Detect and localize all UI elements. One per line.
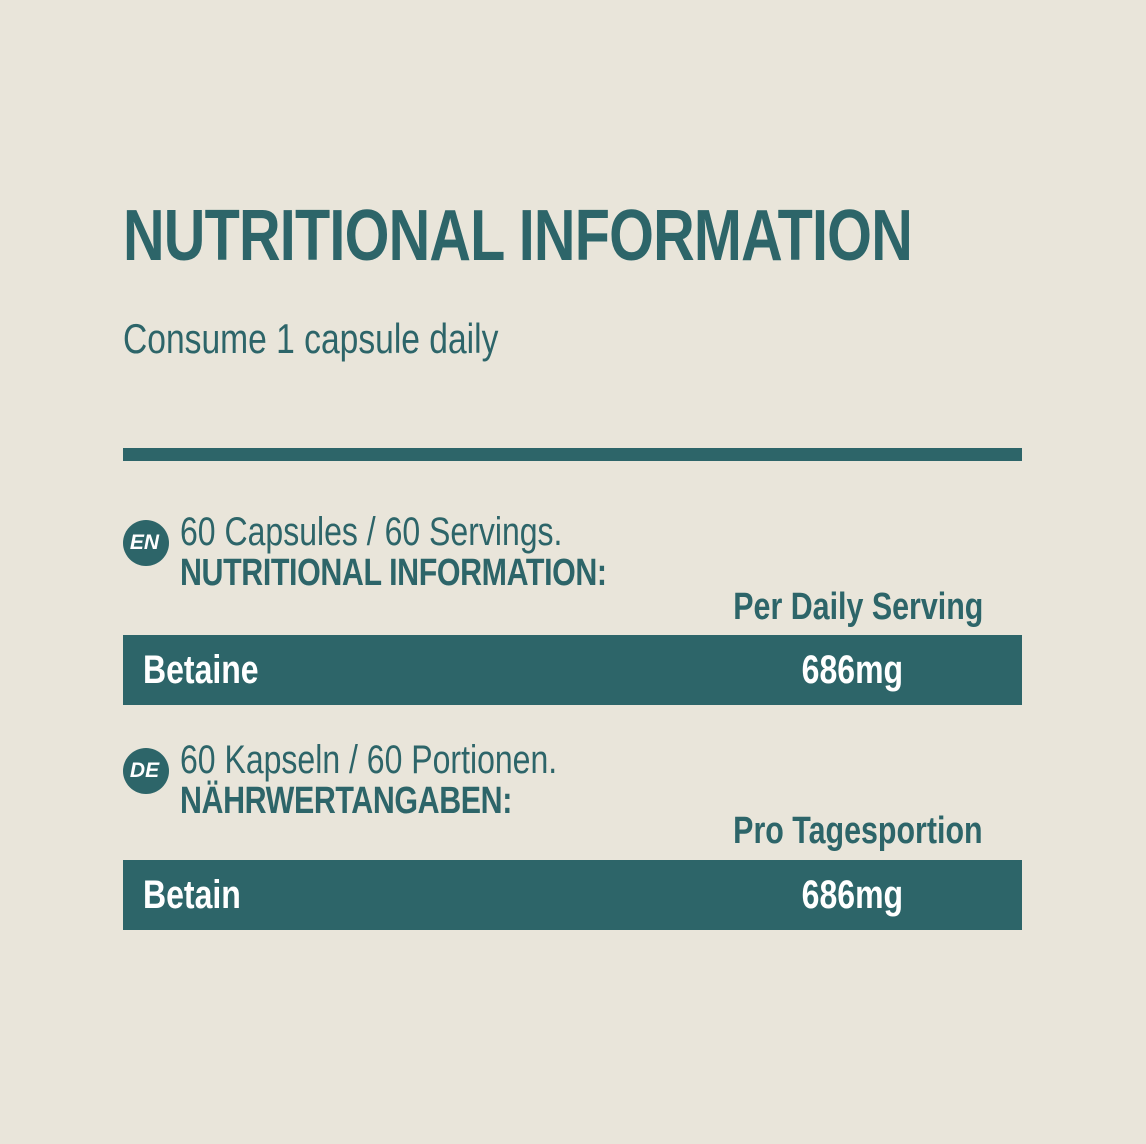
ingredient-value-en-text: 686mg [801,647,903,692]
page-title: NUTRITIONAL INFORMATION [123,200,1022,272]
section-de: DE 60 Kapseln / 60 Portionen. NÄHRWERTAN… [123,739,1022,821]
ingredient-value-de-text: 686mg [801,872,903,917]
ingredient-name-de-text: Betain [143,872,241,917]
section-heading-en-text: NUTRITIONAL INFORMATION: [180,552,607,594]
language-badge-en-label: EN [129,531,160,554]
language-badge-en: EN [123,520,169,566]
language-badge-de: DE [123,748,169,794]
section-heading-de: NÄHRWERTANGABEN: [180,781,1022,821]
column-header-de-text: Pro Tagesportion [733,810,983,852]
language-badge-de-label: DE [129,759,160,782]
dosage-subtitle: Consume 1 capsule daily [123,318,1022,360]
table-row-de: Betain 686mg [123,860,1022,930]
section-heading-de-text: NÄHRWERTANGABEN: [180,780,512,822]
page-title-text: NUTRITIONAL INFORMATION [123,196,913,276]
section-heading-en: NUTRITIONAL INFORMATION: [180,553,1022,593]
section-de-lines: 60 Kapseln / 60 Portionen. NÄHRWERTANGAB… [180,739,1022,821]
column-header-de: Pro Tagesportion [702,811,1002,851]
ingredient-name-en: Betaine [143,648,288,693]
servings-line-de: 60 Kapseln / 60 Portionen. [180,739,1022,781]
ingredient-name-en-text: Betaine [143,647,259,692]
ingredient-value-en: 686mg [702,635,1002,705]
column-header-en-text: Per Daily Serving [733,586,984,628]
ingredient-name-de: Betain [143,873,265,918]
label-content: NUTRITIONAL INFORMATION Consume 1 capsul… [123,0,1022,930]
column-header-en: Per Daily Serving [702,587,1002,627]
section-en: EN 60 Capsules / 60 Servings. NUTRITIONA… [123,511,1022,593]
servings-line-en-text: 60 Capsules / 60 Servings. [180,510,563,554]
dosage-subtitle-text: Consume 1 capsule daily [123,315,499,362]
section-en-lines: 60 Capsules / 60 Servings. NUTRITIONAL I… [180,511,1022,593]
table-row-en: Betaine 686mg [123,635,1022,705]
ingredient-value-de: 686mg [702,860,1002,930]
servings-line-de-text: 60 Kapseln / 60 Portionen. [180,738,558,782]
servings-line-en: 60 Capsules / 60 Servings. [180,511,1022,553]
section-divider [123,448,1022,461]
